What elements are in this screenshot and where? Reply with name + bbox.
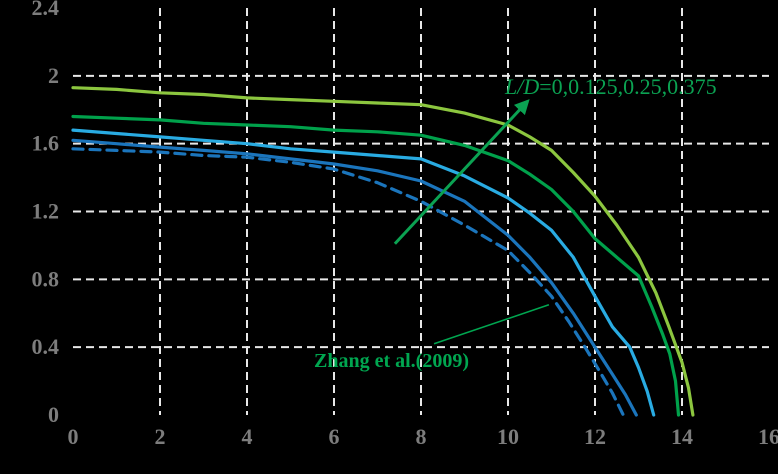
ld-ratio-annotation-suffix: =0,0.125,0.25,0.375 bbox=[539, 74, 717, 99]
x-tick-label: 8 bbox=[416, 424, 427, 449]
series-line-l-d-0 bbox=[71, 138, 638, 417]
y-tick-label: 0 bbox=[48, 402, 59, 427]
ld-ratio-annotation-prefix: L/D bbox=[505, 74, 540, 99]
zhang-leader-line bbox=[433, 304, 550, 345]
x-tick-label: 2 bbox=[155, 424, 166, 449]
x-tick-label: 0 bbox=[68, 424, 79, 449]
series-line-l-d-0.125 bbox=[71, 128, 656, 417]
ld-direction-arrow bbox=[393, 99, 530, 245]
x-tick-label: 12 bbox=[584, 424, 606, 449]
y-tick-label: 1.6 bbox=[32, 131, 60, 156]
y-tick-label: 0.4 bbox=[32, 334, 60, 359]
y-tick-label: 0.8 bbox=[32, 266, 60, 291]
x-tick-label: 14 bbox=[671, 424, 693, 449]
series-line-zhang-et-al.-2009- bbox=[71, 147, 625, 417]
annotation-arrows bbox=[393, 99, 550, 345]
x-tick-label: 4 bbox=[242, 424, 253, 449]
zhang-reference-annotation: Zhang et al.(2009) bbox=[314, 350, 469, 372]
axis-tick-labels: 0 2 4 6 8 10 12 14 16 0 0.4 0.8 1.2 1.6 2 2.4 bbox=[32, 0, 778, 449]
y-tick-label: 2 bbox=[48, 63, 59, 88]
ld-ratio-annotation: L/D=0,0.125,0.25,0.375 bbox=[505, 76, 717, 98]
x-tick-label: 6 bbox=[329, 424, 340, 449]
series-line-l-d-0.25 bbox=[71, 114, 681, 417]
gridlines bbox=[73, 8, 769, 415]
series-line-l-d-0.375 bbox=[71, 86, 695, 417]
y-tick-label: 2.4 bbox=[32, 0, 60, 20]
y-tick-label: 1.2 bbox=[32, 199, 60, 224]
x-tick-label: 10 bbox=[497, 424, 519, 449]
x-tick-label: 16 bbox=[758, 424, 778, 449]
